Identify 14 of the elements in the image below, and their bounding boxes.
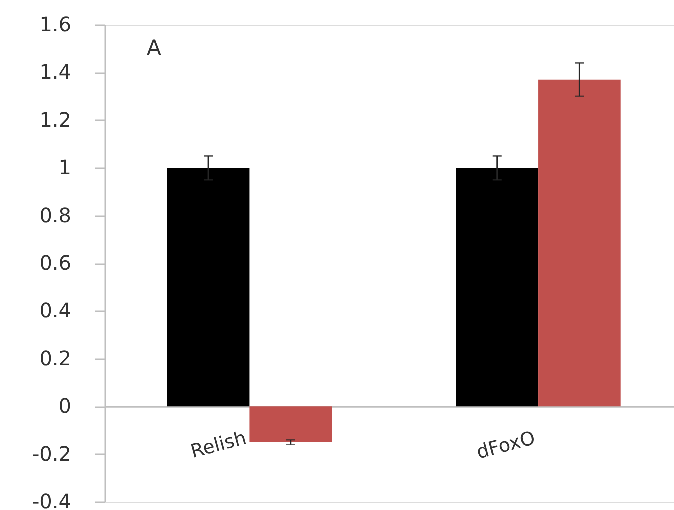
y-tick-label: 1	[58, 156, 72, 180]
y-tick-label: -0.4	[32, 490, 72, 510]
y-tick-label: 0	[58, 394, 72, 418]
y-tick-label: 1.2	[40, 108, 72, 132]
y-tick-label: 1.4	[40, 60, 72, 84]
y-tick-label: 1.6	[40, 12, 72, 36]
y-tick-label: -0.2	[32, 442, 72, 466]
y-tick-label: 0.8	[40, 203, 72, 228]
x-tick-label: dFoxO	[474, 427, 538, 464]
annotation: A	[147, 36, 162, 60]
x-tick-label: Relish	[188, 427, 249, 464]
y-tick-label: 0.4	[40, 298, 72, 323]
y-tick-label: 0.2	[40, 346, 72, 370]
y-tick-label: 0.6	[40, 251, 72, 275]
